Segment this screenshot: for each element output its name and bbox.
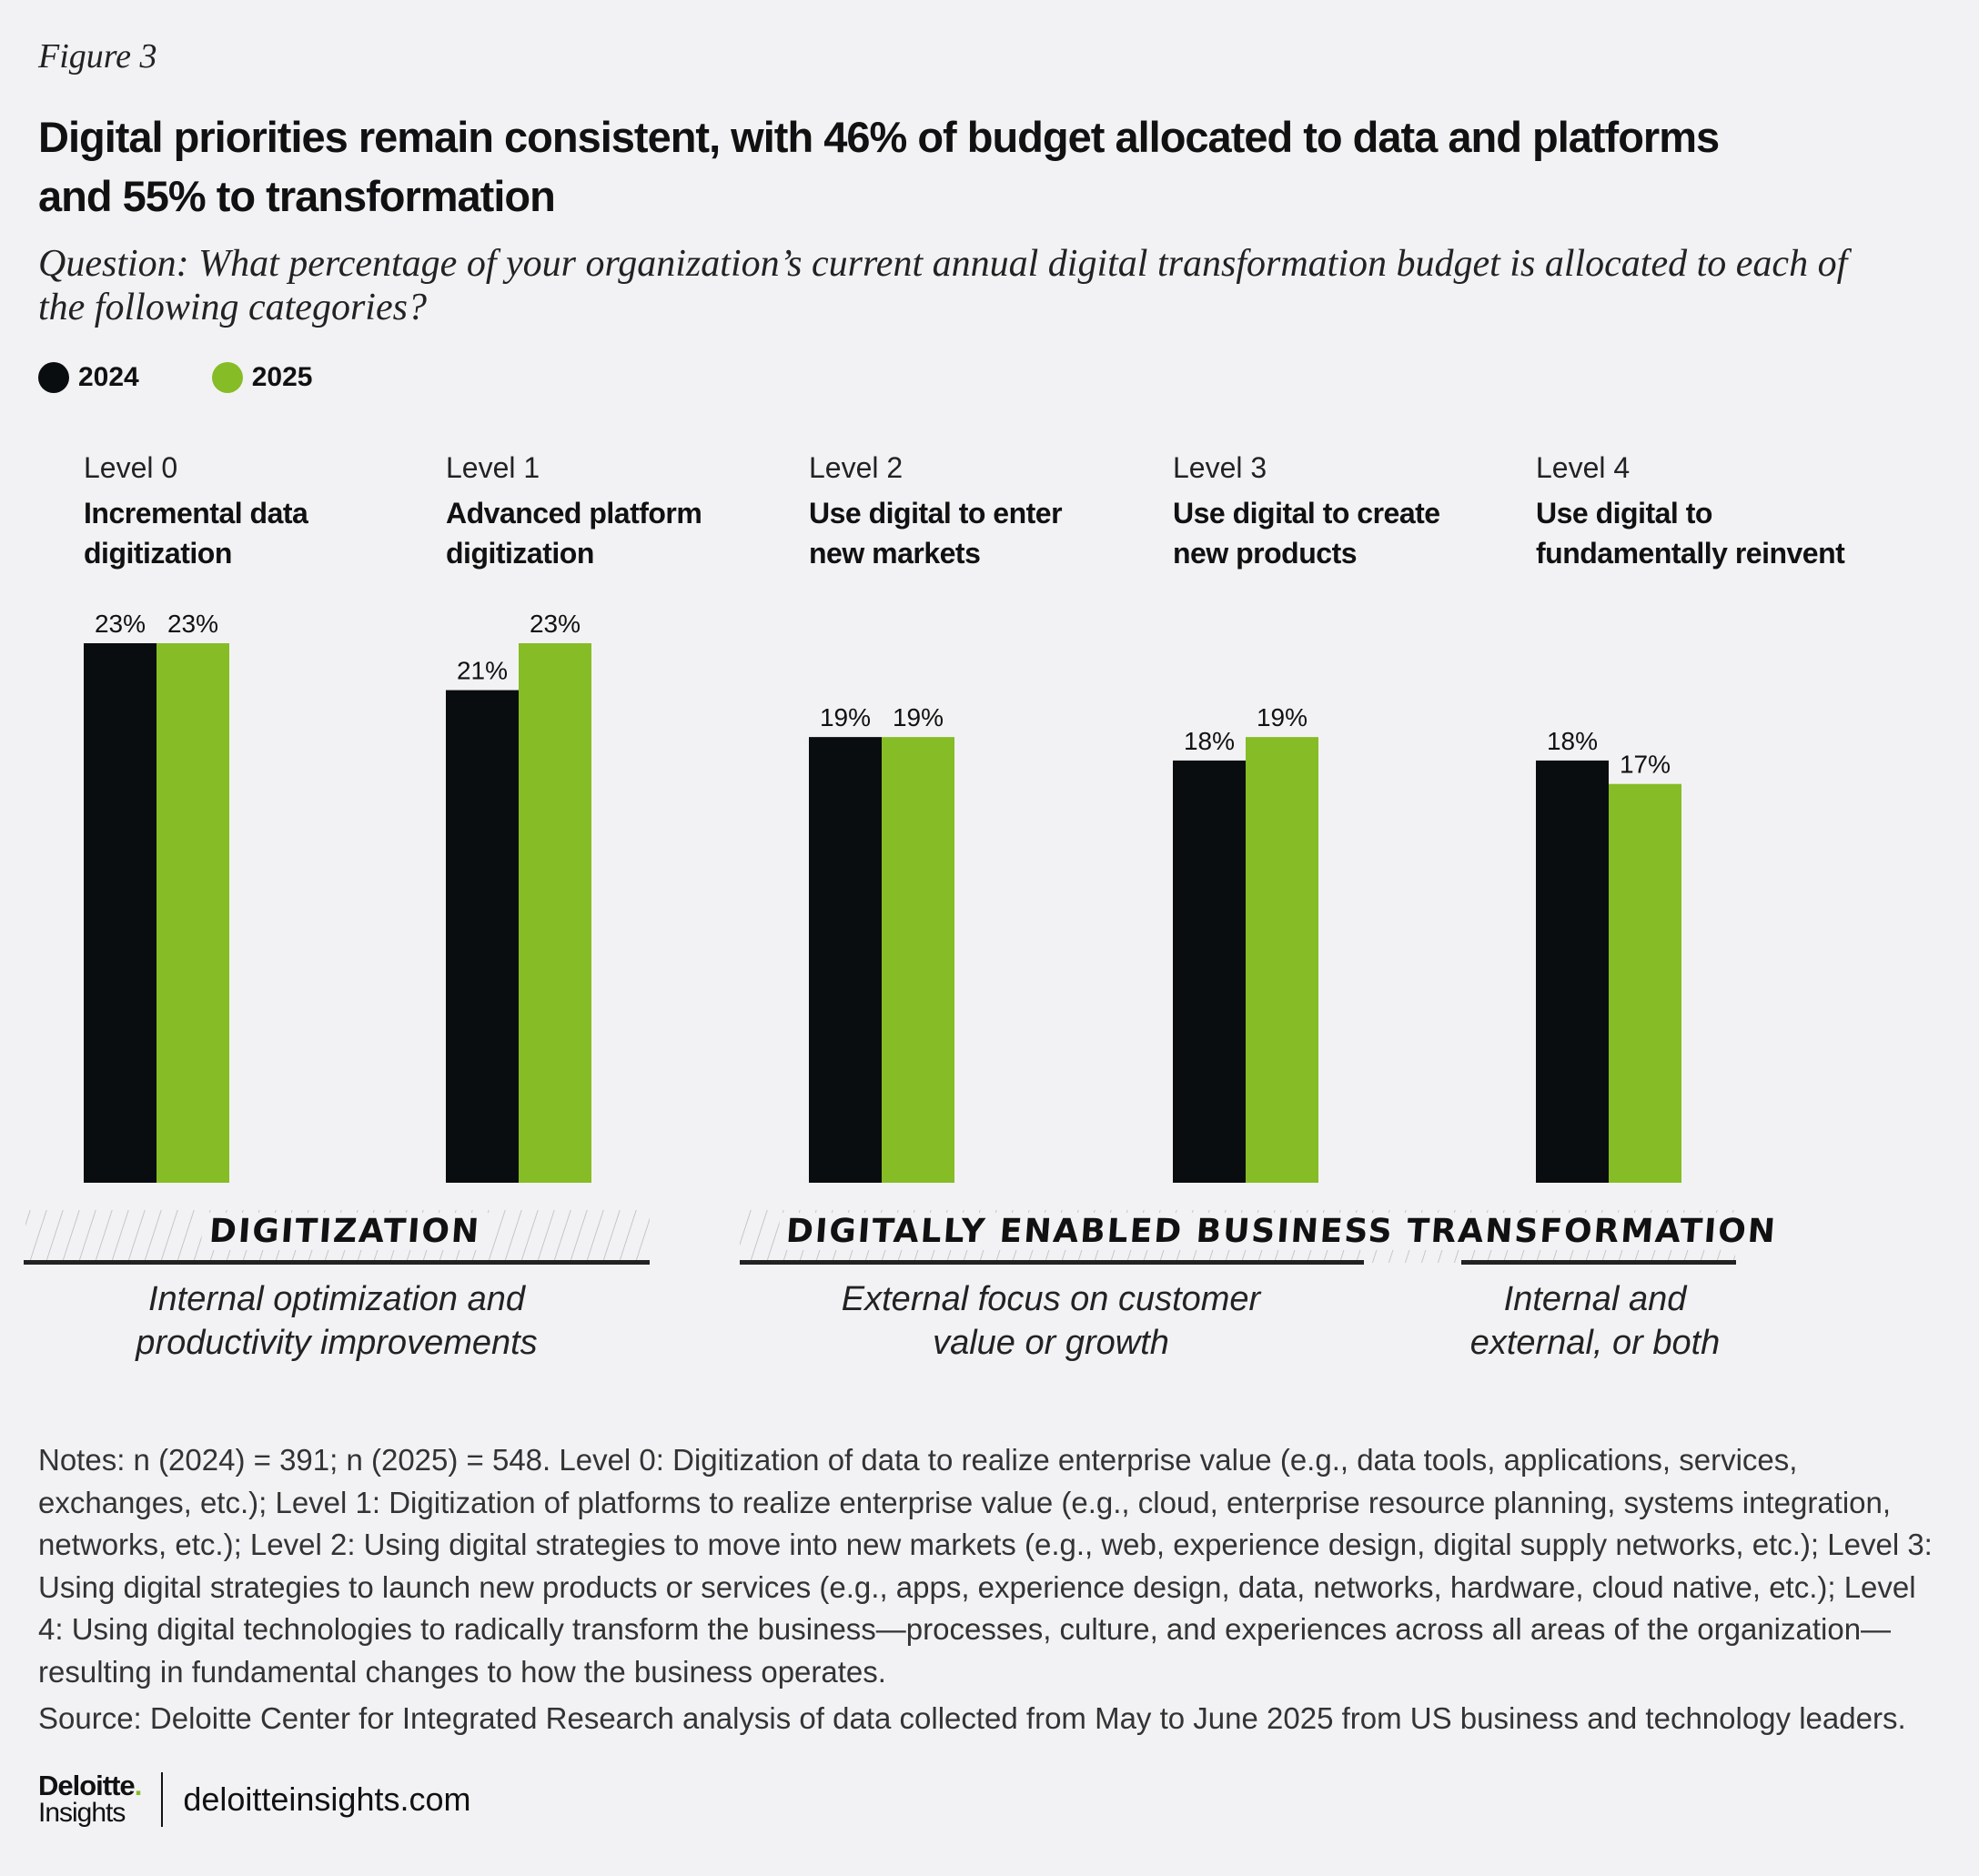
grouping-label-digitization: DIGITIZATION	[200, 1213, 490, 1250]
bar-2024	[1536, 760, 1609, 1183]
category-label: Level 0 Incremental data digitization	[84, 448, 308, 573]
level-name-line: Advanced platform	[446, 497, 702, 530]
bar-2024	[446, 690, 519, 1183]
chart-title: Digital priorities remain consistent, wi…	[38, 107, 1949, 226]
category-label: Level 4 Use digital to fundamentally reinv…	[1536, 448, 1845, 573]
footer: Deloitte. Insights deloitteinsights.com	[38, 1770, 471, 1828]
level-name-line: digitization	[84, 537, 232, 570]
level-number: Level 3	[1173, 451, 1267, 484]
level-name-line: Incremental data	[84, 497, 308, 530]
level-number: Level 0	[84, 451, 178, 484]
description-line: Internal and	[1503, 1280, 1687, 1318]
data-label: 18%	[1547, 727, 1598, 755]
data-label: 23%	[530, 610, 581, 638]
level-name-line: Use digital to	[1536, 497, 1712, 530]
underline-digitization	[24, 1260, 650, 1265]
website-link[interactable]: deloitteinsights.com	[183, 1780, 471, 1818]
bar-chart: 23% 23% 21% 23% 19% 19% 18% 19% 18% 17%	[84, 610, 1681, 1183]
level-name-line: new markets	[809, 537, 981, 570]
logo-text: Insights	[38, 1798, 126, 1828]
data-label: 19%	[1257, 703, 1308, 731]
level-name: Use digital to enter new markets	[809, 493, 1063, 573]
notes: Notes: n (2024) = 391; n (2025) = 548. L…	[38, 1443, 1933, 1689]
grouping-description: External focus on customer value or grow…	[842, 1277, 1260, 1365]
logo-dot: .	[134, 1770, 143, 1801]
level-name-line: new products	[1173, 537, 1358, 570]
level-name: Use digital to create new products	[1173, 493, 1440, 573]
underline-both	[1461, 1260, 1736, 1265]
question: Question: What percentage of your organi…	[38, 242, 1949, 329]
figure-label: Figure 3	[38, 37, 157, 76]
description-line: value or growth	[933, 1324, 1169, 1362]
bar-2025	[1609, 783, 1681, 1183]
bar-2024	[1173, 760, 1246, 1183]
level-name: Use digital to fundamentally reinvent	[1536, 493, 1845, 573]
bar-2025	[882, 737, 954, 1183]
data-label: 19%	[893, 703, 944, 731]
question-line: Question: What percentage of your organi…	[38, 243, 1848, 285]
description-line: productivity improvements	[136, 1324, 538, 1362]
bar-2025	[519, 643, 591, 1183]
description-line: external, or both	[1469, 1324, 1721, 1362]
level-name-line: Use digital to enter	[809, 497, 1063, 530]
category-label: Level 3 Use digital to create new products	[1173, 448, 1440, 573]
description-line: Internal optimization and	[147, 1280, 526, 1318]
legend-swatch-2024	[38, 362, 69, 393]
category-label: Level 2 Use digital to enter new markets	[809, 448, 1063, 573]
bar-2025	[1246, 737, 1318, 1183]
deloitte-insights-logo: Deloitte. Insights	[38, 1770, 143, 1828]
bar-2024	[809, 737, 882, 1183]
data-label: 23%	[167, 610, 218, 638]
data-label: 17%	[1620, 751, 1671, 779]
bar-2024	[84, 643, 157, 1183]
level-number: Level 2	[809, 451, 904, 484]
level-number: Level 4	[1536, 451, 1631, 484]
logo-text: Deloitte	[38, 1770, 136, 1801]
title-line: and 55% to transformation	[38, 172, 556, 220]
legend-item-2024: 2024	[38, 362, 139, 393]
description-line: External focus on customer	[841, 1280, 1261, 1318]
level-name-line: fundamentally reinvent	[1536, 537, 1845, 570]
legend-swatch-2025	[211, 362, 243, 393]
title-line: Digital priorities remain consistent, wi…	[38, 113, 1720, 161]
data-label: 19%	[820, 703, 871, 731]
grouping-description: Internal and external, or both	[1470, 1277, 1721, 1365]
level-name: Advanced platform digitization	[446, 493, 702, 573]
data-label: 18%	[1184, 727, 1235, 755]
bar-2025	[157, 643, 229, 1183]
divider	[161, 1772, 164, 1827]
legend-label: 2025	[251, 362, 313, 392]
grouping-label-transformation: DIGITALLY ENABLED BUSINESS TRANSFORMATIO…	[777, 1213, 1786, 1250]
legend-label: 2024	[78, 362, 139, 392]
data-label: 21%	[457, 657, 508, 685]
legend: 2024 2025	[38, 362, 313, 393]
level-name-line: digitization	[446, 537, 594, 570]
grouping-description: Internal optimization and productivity i…	[136, 1277, 537, 1365]
category-label: Level 1 Advanced platform digitization	[446, 448, 702, 573]
level-number: Level 1	[446, 451, 540, 484]
data-label: 23%	[95, 610, 146, 638]
underline-external	[740, 1260, 1364, 1265]
level-name-line: Use digital to create	[1173, 497, 1440, 530]
question-line: the following categories?	[38, 287, 427, 328]
legend-item-2025: 2025	[211, 362, 313, 393]
source: Source: Deloitte Center for Integrated R…	[38, 1701, 1906, 1735]
level-name: Incremental data digitization	[84, 493, 308, 573]
